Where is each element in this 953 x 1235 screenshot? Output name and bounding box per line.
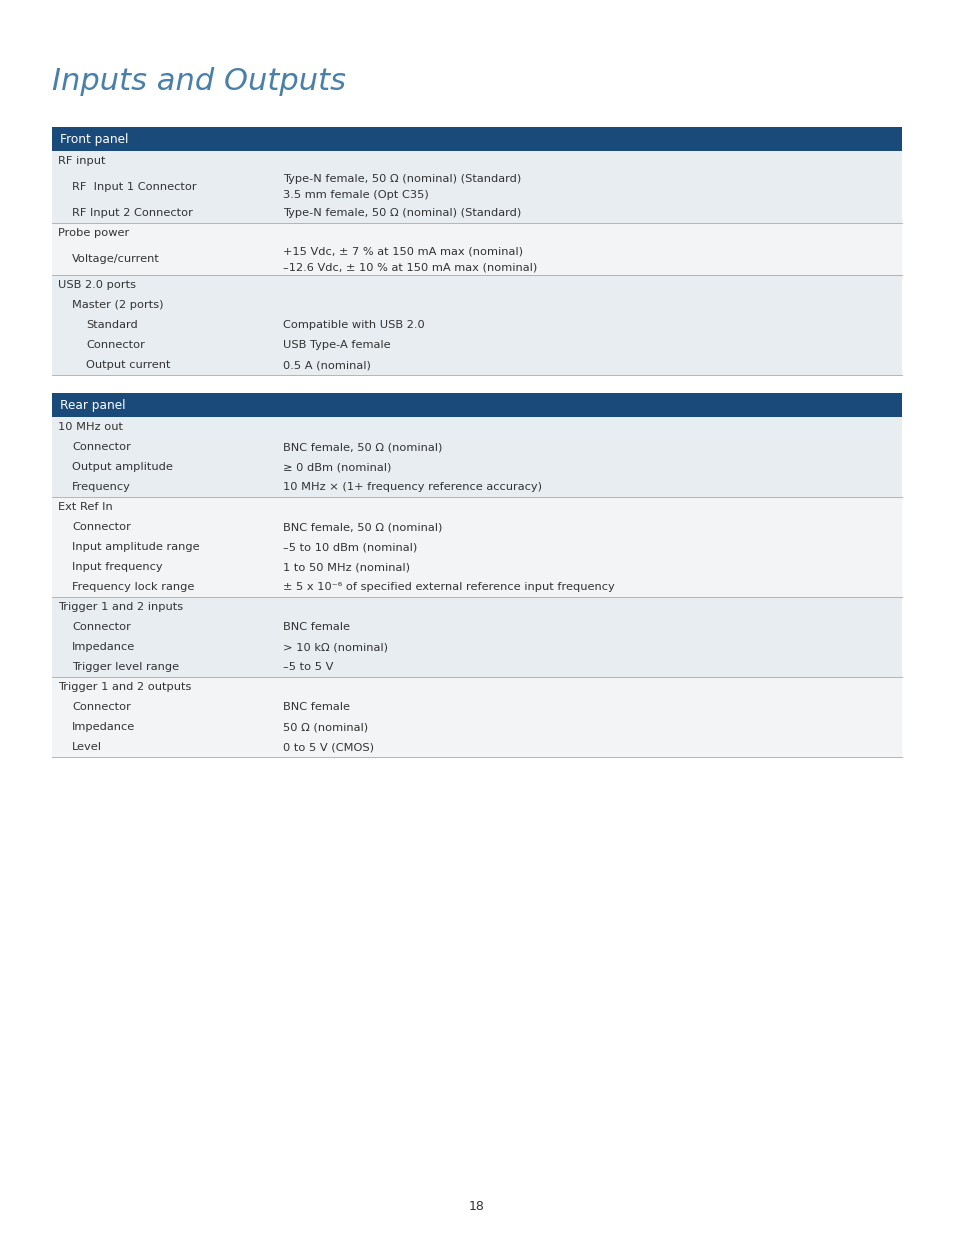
Text: 3.5 mm female (Opt C35): 3.5 mm female (Opt C35)	[283, 190, 428, 200]
Text: USB 2.0 ports: USB 2.0 ports	[58, 280, 136, 290]
Text: 18: 18	[469, 1200, 484, 1214]
Bar	[52, 477, 901, 496]
Text: RF Input 2 Connector: RF Input 2 Connector	[71, 207, 193, 219]
Bar	[52, 295, 901, 315]
Bar	[52, 657, 901, 677]
Text: 1 to 50 MHz (nominal): 1 to 50 MHz (nominal)	[283, 562, 410, 572]
Text: Standard: Standard	[86, 320, 137, 330]
Text: Connector: Connector	[71, 701, 131, 713]
Text: Probe power: Probe power	[58, 228, 129, 238]
Bar	[52, 437, 901, 457]
Bar	[52, 170, 901, 203]
Bar	[52, 151, 901, 170]
Bar	[52, 637, 901, 657]
Text: RF  Input 1 Connector: RF Input 1 Connector	[71, 182, 196, 191]
Text: Ext Ref In: Ext Ref In	[58, 501, 112, 513]
Bar	[52, 677, 901, 697]
Text: 50 Ω (nominal): 50 Ω (nominal)	[283, 722, 368, 732]
Bar	[52, 577, 901, 597]
Text: BNC female: BNC female	[283, 701, 350, 713]
Text: Connector: Connector	[86, 340, 145, 350]
Bar	[52, 243, 901, 275]
Text: Output amplitude: Output amplitude	[71, 462, 172, 472]
Text: BNC female, 50 Ω (nominal): BNC female, 50 Ω (nominal)	[283, 442, 442, 452]
Text: 10 MHz × (1+ frequency reference accuracy): 10 MHz × (1+ frequency reference accurac…	[283, 482, 541, 492]
Text: Level: Level	[71, 742, 102, 752]
Text: > 10 kΩ (nominal): > 10 kΩ (nominal)	[283, 642, 388, 652]
Text: Type-N female, 50 Ω (nominal) (Standard): Type-N female, 50 Ω (nominal) (Standard)	[283, 174, 520, 184]
Bar	[52, 457, 901, 477]
Bar	[52, 737, 901, 757]
Text: Rear panel: Rear panel	[60, 399, 126, 411]
Bar	[52, 496, 901, 517]
Text: Connector: Connector	[71, 442, 131, 452]
Text: Type-N female, 50 Ω (nominal) (Standard): Type-N female, 50 Ω (nominal) (Standard)	[283, 207, 520, 219]
Bar	[52, 393, 901, 417]
Text: –5 to 5 V: –5 to 5 V	[283, 662, 333, 672]
Bar	[52, 275, 901, 295]
Bar	[52, 417, 901, 437]
Text: BNC female, 50 Ω (nominal): BNC female, 50 Ω (nominal)	[283, 522, 442, 532]
Text: –12.6 Vdc, ± 10 % at 150 mA max (nominal): –12.6 Vdc, ± 10 % at 150 mA max (nominal…	[283, 262, 537, 272]
Text: Output current: Output current	[86, 359, 171, 370]
Text: 10 MHz out: 10 MHz out	[58, 422, 123, 432]
Text: Impedance: Impedance	[71, 722, 135, 732]
Text: Inputs and Outputs: Inputs and Outputs	[52, 67, 346, 96]
Text: Compatible with USB 2.0: Compatible with USB 2.0	[283, 320, 424, 330]
Text: Trigger 1 and 2 inputs: Trigger 1 and 2 inputs	[58, 601, 183, 613]
Text: Front panel: Front panel	[60, 132, 129, 146]
Bar	[52, 597, 901, 618]
Text: Trigger 1 and 2 outputs: Trigger 1 and 2 outputs	[58, 682, 192, 692]
Text: Frequency: Frequency	[71, 482, 131, 492]
Bar	[52, 315, 901, 335]
Text: +15 Vdc, ± 7 % at 150 mA max (nominal): +15 Vdc, ± 7 % at 150 mA max (nominal)	[283, 246, 522, 256]
Text: Connector: Connector	[71, 522, 131, 532]
Bar	[52, 537, 901, 557]
Text: Trigger level range: Trigger level range	[71, 662, 179, 672]
Text: Master (2 ports): Master (2 ports)	[71, 300, 163, 310]
Bar	[52, 697, 901, 718]
Bar	[52, 335, 901, 354]
Text: RF input: RF input	[58, 156, 106, 165]
Bar	[52, 618, 901, 637]
Text: –5 to 10 dBm (nominal): –5 to 10 dBm (nominal)	[283, 542, 416, 552]
Text: ≥ 0 dBm (nominal): ≥ 0 dBm (nominal)	[283, 462, 391, 472]
Text: USB Type-A female: USB Type-A female	[283, 340, 390, 350]
Bar	[52, 354, 901, 375]
Text: Input frequency: Input frequency	[71, 562, 162, 572]
Text: BNC female: BNC female	[283, 622, 350, 632]
Bar	[52, 127, 901, 151]
Text: 0 to 5 V (CMOS): 0 to 5 V (CMOS)	[283, 742, 374, 752]
Text: Connector: Connector	[71, 622, 131, 632]
Text: Impedance: Impedance	[71, 642, 135, 652]
Text: Input amplitude range: Input amplitude range	[71, 542, 199, 552]
Text: 0.5 A (nominal): 0.5 A (nominal)	[283, 359, 371, 370]
Text: ± 5 x 10⁻⁶ of specified external reference input frequency: ± 5 x 10⁻⁶ of specified external referen…	[283, 582, 614, 592]
Text: Frequency lock range: Frequency lock range	[71, 582, 194, 592]
Bar	[52, 224, 901, 243]
Bar	[52, 718, 901, 737]
Text: Voltage/current: Voltage/current	[71, 254, 160, 264]
Bar	[52, 203, 901, 224]
Bar	[52, 517, 901, 537]
Bar	[52, 557, 901, 577]
